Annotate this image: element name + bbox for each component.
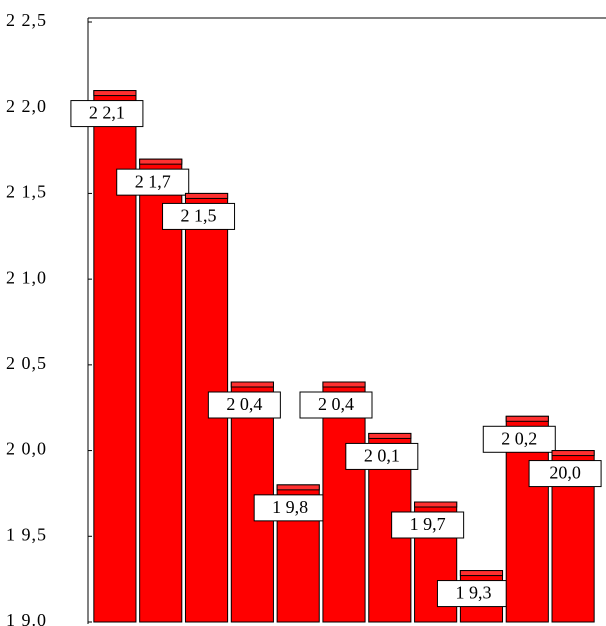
- bar-cap: [368, 432, 412, 439]
- bar-cap: [414, 501, 458, 508]
- y-tick-label: 2 1,5: [6, 182, 47, 202]
- bar-cap: [551, 450, 595, 457]
- bar-cap: [93, 90, 137, 97]
- value-label: 2 0,1: [364, 446, 400, 466]
- bar-cap: [322, 381, 366, 388]
- value-label-box: [391, 511, 465, 539]
- value-label-box: [70, 100, 144, 128]
- y-tick-label: 2 2,5: [6, 10, 47, 30]
- value-label: 2 0,4: [226, 394, 262, 414]
- value-label-box: [345, 442, 419, 470]
- value-label: 2 1,5: [181, 206, 217, 226]
- value-label-box: [253, 494, 327, 522]
- y-tick-label: 1 9,5: [6, 524, 47, 544]
- bar-cap: [505, 415, 549, 422]
- value-label: 1 9,3: [455, 583, 491, 603]
- bar: [322, 381, 366, 623]
- bar-cap: [276, 484, 320, 491]
- value-label: 20,0: [549, 463, 581, 483]
- value-label-box: [436, 580, 510, 608]
- value-label: 2 0,2: [501, 428, 537, 448]
- value-label-box: [482, 425, 556, 453]
- y-tick-label: 2 2,0: [6, 96, 47, 116]
- value-label: 2 1,7: [135, 171, 171, 191]
- bar-cap: [139, 158, 183, 165]
- value-label-box: [207, 391, 281, 419]
- y-tick-label: 2 0,0: [6, 439, 47, 459]
- bar-cap: [230, 381, 274, 388]
- y-tick-label: 2 1,0: [6, 267, 47, 287]
- value-label-box: [528, 460, 602, 488]
- value-label: 1 9,8: [272, 497, 308, 517]
- value-label: 1 9,7: [410, 514, 446, 534]
- y-tick-label: 2 0,5: [6, 353, 47, 373]
- value-label-box: [162, 202, 236, 230]
- bar-cap: [459, 570, 504, 577]
- value-label-box: [299, 391, 373, 419]
- bar-cap: [184, 192, 229, 199]
- value-label: 2 0,4: [318, 394, 354, 414]
- bar: [139, 158, 183, 623]
- value-label-box: [116, 168, 190, 196]
- value-label: 2 2,1: [89, 103, 125, 123]
- y-tick-label: 1 9.0: [6, 610, 47, 626]
